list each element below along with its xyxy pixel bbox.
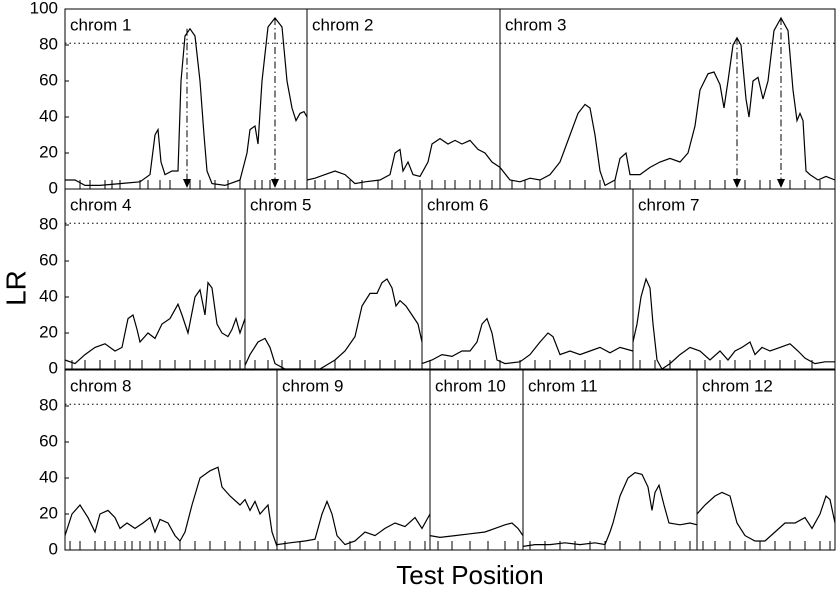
panel-frame xyxy=(64,188,836,370)
lr-curve xyxy=(306,137,501,185)
chromosome-label: chrom 9 xyxy=(282,376,343,395)
lr-curve xyxy=(64,280,246,365)
chromosome-label: chrom 4 xyxy=(70,195,131,214)
y-tick-label: 40 xyxy=(39,286,58,305)
y-tick-label: 0 xyxy=(49,178,58,197)
y-tick-label: 20 xyxy=(39,503,58,522)
chromosome-label: chrom 1 xyxy=(70,15,131,34)
lr-curve xyxy=(632,277,835,370)
panel-frame xyxy=(64,369,836,551)
chromosome-label: chrom 8 xyxy=(70,376,131,395)
chromosome-label: chrom 10 xyxy=(435,376,506,395)
chromosome-label: chrom 2 xyxy=(312,15,373,34)
chromosome-label: chrom 6 xyxy=(427,195,488,214)
arrow-head xyxy=(183,179,191,188)
y-tick-label: 20 xyxy=(39,322,58,341)
y-axis-label: LR xyxy=(0,270,31,306)
lr-curve xyxy=(499,16,836,187)
arrow-head xyxy=(733,179,741,188)
arrow-head xyxy=(271,179,279,188)
y-tick-label: 80 xyxy=(39,214,58,233)
lr-curve xyxy=(65,17,308,187)
lr-curve xyxy=(522,471,698,547)
chromosome-label: chrom 3 xyxy=(505,15,566,34)
y-tick-label: 60 xyxy=(39,250,58,269)
y-tick-label: 40 xyxy=(39,467,58,486)
x-axis-label: Test Position xyxy=(396,560,543,590)
chromosome-label: chrom 5 xyxy=(250,195,311,214)
lr-curve xyxy=(421,317,634,365)
y-tick-label: 60 xyxy=(39,70,58,89)
lr-curve xyxy=(64,466,278,547)
y-tick-label: 20 xyxy=(39,142,58,161)
arrow-head xyxy=(777,179,785,188)
chromosome-label: chrom 12 xyxy=(702,376,773,395)
lr-curve xyxy=(276,499,431,546)
y-tick-label: 100 xyxy=(30,0,58,17)
lr-curve xyxy=(244,278,423,370)
y-tick-label: 60 xyxy=(39,431,58,450)
lr-curve xyxy=(429,522,524,539)
y-tick-label: 0 xyxy=(49,539,58,558)
lr-curve xyxy=(696,491,836,542)
chromosome-label: chrom 7 xyxy=(638,195,699,214)
y-tick-label: 0 xyxy=(49,358,58,377)
y-tick-label: 80 xyxy=(39,34,58,53)
y-tick-label: 40 xyxy=(39,106,58,125)
y-tick-label: 80 xyxy=(39,395,58,414)
chromosome-label: chrom 11 xyxy=(528,376,598,395)
